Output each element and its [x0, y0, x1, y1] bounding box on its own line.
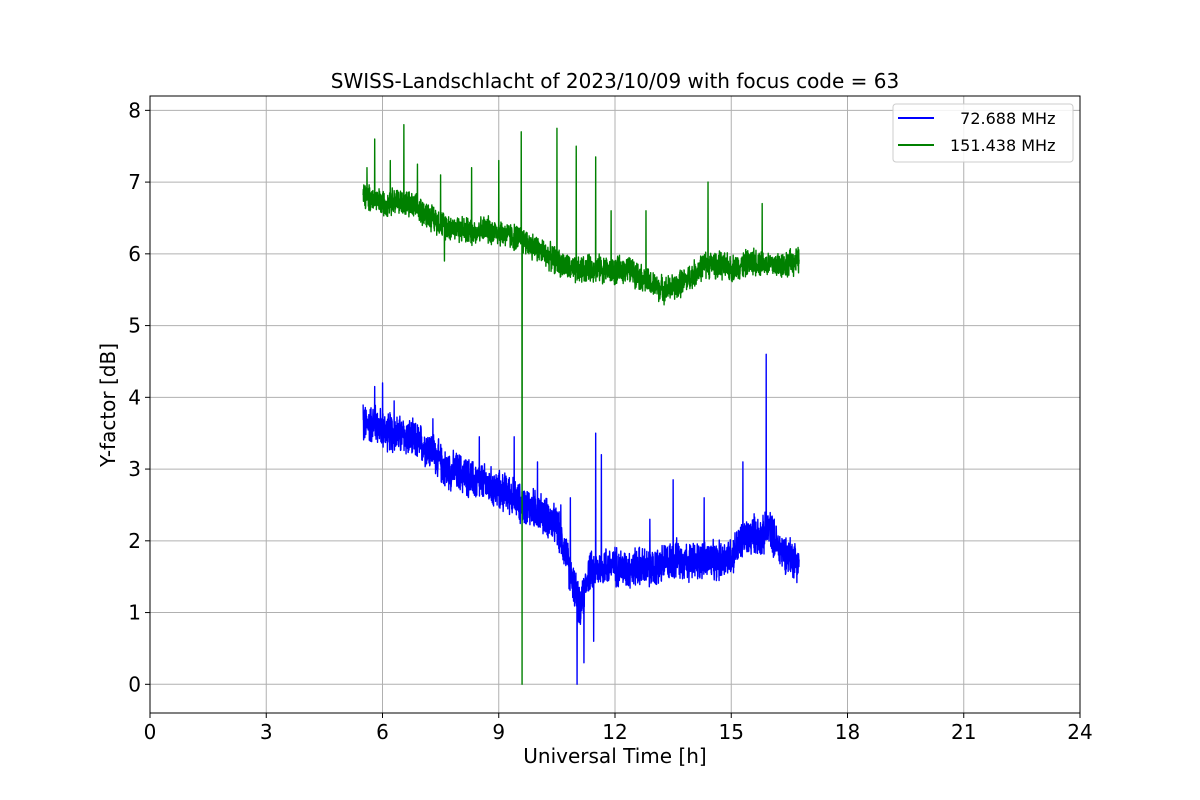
chart-title: SWISS-Landschlacht of 2023/10/09 with fo… [331, 69, 899, 93]
legend: 72.688 MHz 151.438 MHz [892, 103, 1074, 163]
x-tick-label: 21 [951, 720, 976, 744]
x-tick-label: 12 [602, 720, 627, 744]
x-axis-ticks: 0 3 6 9 12 15 18 21 24 [144, 713, 1093, 744]
plot-series [362, 124, 800, 685]
y-tick-label: 3 [128, 457, 141, 481]
x-tick-label: 6 [376, 720, 389, 744]
legend-label-151mhz: 151.438 MHz [950, 136, 1055, 155]
y-tick-label: 7 [128, 170, 141, 194]
x-tick-label: 18 [835, 720, 860, 744]
series-line-151mhz [362, 124, 800, 685]
x-tick-label: 15 [719, 720, 744, 744]
legend-label-72mhz: 72.688 MHz [950, 109, 1055, 128]
x-tick-label: 3 [260, 720, 273, 744]
y-tick-label: 8 [128, 98, 141, 122]
x-tick-label: 24 [1067, 720, 1092, 744]
x-axis-label: Universal Time [h] [523, 744, 706, 768]
y-tick-label: 4 [128, 385, 141, 409]
y-tick-label: 1 [128, 601, 141, 625]
y-axis-label: Y-factor [dB] [96, 343, 120, 468]
y-tick-label: 2 [128, 529, 141, 553]
x-tick-label: 9 [492, 720, 505, 744]
legend-box [892, 103, 1074, 163]
y-tick-label: 6 [128, 242, 141, 266]
y-tick-label: 0 [128, 672, 141, 696]
x-tick-label: 0 [144, 720, 157, 744]
y-axis-ticks: 0 1 2 3 4 5 6 7 8 [128, 98, 150, 696]
series-line-72mhz [362, 353, 800, 685]
y-tick-label: 5 [128, 314, 141, 338]
